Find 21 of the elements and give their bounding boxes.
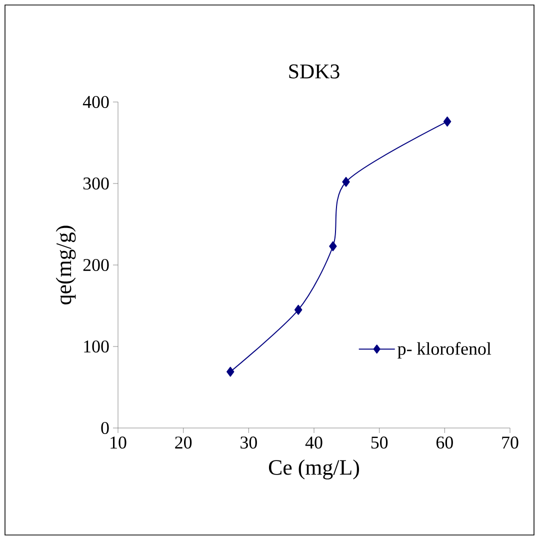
x-tick-label: 40 xyxy=(305,436,322,449)
legend-label: p- klorofenol xyxy=(398,342,492,358)
y-axis-title: qe(mg/g) xyxy=(56,226,76,304)
point xyxy=(329,241,337,252)
chart-title: SDK3 xyxy=(289,64,340,78)
point xyxy=(443,116,452,127)
point xyxy=(226,366,234,377)
x-tick-label: 60 xyxy=(436,436,453,449)
y-tick-label: 400 xyxy=(82,96,109,108)
x-tick-label: 50 xyxy=(371,436,388,449)
y-tick-label: 200 xyxy=(83,258,109,272)
y-tick-label: 300 xyxy=(83,177,109,190)
y-tick-label: 0 xyxy=(101,422,109,434)
x-tick-label: 20 xyxy=(175,436,192,449)
x-tick-label: 70 xyxy=(502,436,518,449)
x-tick-label: 10 xyxy=(110,436,126,449)
x-tick-label: 30 xyxy=(240,436,257,449)
point xyxy=(294,304,302,315)
y-tick-label: 100 xyxy=(84,340,109,353)
point xyxy=(342,176,350,187)
x-axis-title: Ce (mg/L) xyxy=(268,459,359,480)
